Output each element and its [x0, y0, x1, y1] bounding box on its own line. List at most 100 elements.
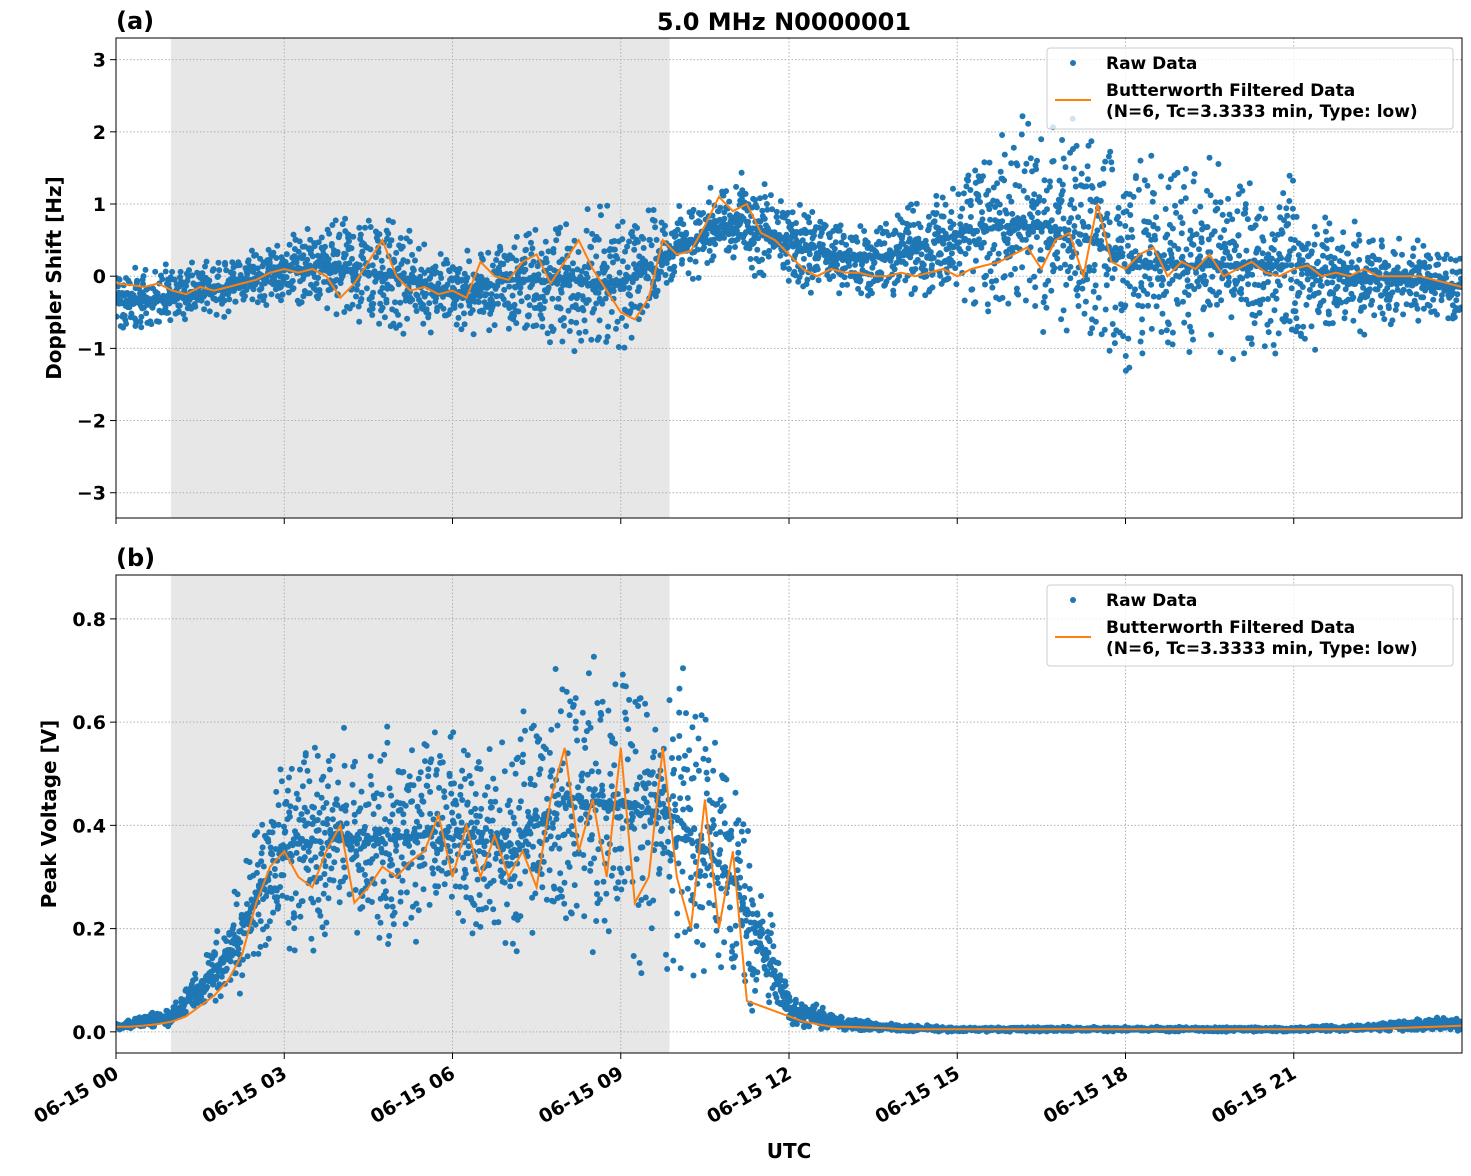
raw-data-point	[1024, 195, 1030, 201]
raw-data-point	[980, 216, 986, 222]
raw-data-point	[513, 320, 519, 326]
raw-data-point	[1196, 283, 1202, 289]
raw-data-point	[334, 847, 340, 853]
raw-data-point	[300, 783, 306, 789]
raw-data-point	[596, 237, 602, 243]
raw-data-point	[1085, 176, 1091, 182]
raw-data-point	[645, 275, 651, 281]
raw-data-point	[352, 759, 358, 765]
raw-data-point	[1061, 216, 1067, 222]
raw-data-point	[264, 923, 270, 929]
raw-data-point	[1389, 317, 1395, 323]
raw-data-point	[278, 297, 284, 303]
raw-data-point	[456, 315, 462, 321]
raw-data-point	[1139, 303, 1145, 309]
raw-data-point	[1166, 184, 1172, 190]
raw-data-point	[1340, 229, 1346, 235]
raw-data-point	[1151, 191, 1157, 197]
raw-data-point	[373, 853, 379, 859]
raw-data-point	[1230, 356, 1236, 362]
raw-data-point	[1123, 353, 1129, 359]
raw-data-point	[316, 827, 322, 833]
raw-data-point	[1056, 205, 1062, 211]
raw-data-point	[312, 854, 318, 860]
raw-data-point	[376, 231, 382, 237]
raw-data-point	[292, 914, 298, 920]
raw-data-point	[1453, 297, 1459, 303]
raw-data-point	[1280, 230, 1286, 236]
raw-data-point	[1329, 280, 1335, 286]
raw-data-point	[1112, 305, 1118, 311]
raw-data-point	[1127, 202, 1133, 208]
raw-data-point	[1396, 236, 1402, 242]
raw-data-point	[1122, 302, 1128, 308]
raw-data-point	[1192, 208, 1198, 214]
raw-data-point	[567, 328, 573, 334]
raw-data-point	[1147, 276, 1153, 282]
raw-data-point	[466, 258, 472, 264]
raw-data-point	[1315, 259, 1321, 265]
raw-data-point	[216, 267, 222, 273]
raw-data-point	[1180, 220, 1186, 226]
raw-data-point	[1188, 252, 1194, 258]
raw-data-point	[1175, 170, 1181, 176]
raw-data-point	[1139, 316, 1145, 322]
y-tick-label: −3	[77, 483, 106, 505]
raw-data-point	[1025, 121, 1031, 127]
raw-data-point	[551, 246, 557, 252]
raw-data-point	[270, 250, 276, 256]
raw-data-point	[274, 894, 280, 900]
raw-data-point	[486, 327, 492, 333]
raw-data-point	[786, 266, 792, 272]
raw-data-point	[1256, 214, 1262, 220]
raw-data-point	[676, 203, 682, 209]
raw-data-point	[159, 276, 165, 282]
raw-data-point	[282, 828, 288, 834]
raw-data-point	[428, 330, 434, 336]
raw-data-point	[940, 195, 946, 201]
raw-data-point	[1458, 305, 1464, 311]
raw-data-point	[555, 231, 561, 237]
raw-data-point	[903, 261, 909, 267]
raw-data-point	[388, 857, 394, 863]
raw-data-point	[341, 725, 347, 731]
raw-data-point	[310, 900, 316, 906]
raw-data-point	[1215, 161, 1221, 167]
raw-data-point	[1319, 283, 1325, 289]
raw-data-point	[1392, 251, 1398, 257]
raw-data-point	[284, 251, 290, 257]
raw-data-point	[930, 284, 936, 290]
raw-data-point	[1020, 113, 1026, 119]
raw-data-point	[1023, 237, 1029, 243]
raw-data-point	[247, 859, 253, 865]
raw-data-point	[1348, 265, 1354, 271]
raw-data-point	[1126, 365, 1132, 371]
raw-data-point	[173, 999, 179, 1005]
raw-data-point	[148, 321, 154, 327]
raw-data-point	[1059, 137, 1065, 143]
raw-data-point	[910, 208, 916, 214]
raw-data-point	[369, 899, 375, 905]
raw-data-point	[163, 261, 169, 267]
raw-data-point	[545, 330, 551, 336]
raw-data-point	[233, 299, 239, 305]
raw-data-point	[997, 210, 1003, 216]
raw-data-point	[1434, 312, 1440, 318]
raw-data-point	[1376, 257, 1382, 263]
raw-data-point	[989, 285, 995, 291]
raw-data-point	[411, 267, 417, 273]
raw-data-point	[975, 194, 981, 200]
raw-data-point	[1276, 330, 1282, 336]
raw-data-point	[1183, 166, 1189, 172]
raw-data-point	[739, 170, 745, 176]
raw-data-point	[169, 269, 175, 275]
raw-data-point	[1094, 227, 1100, 233]
raw-data-point	[745, 219, 751, 225]
raw-data-point	[649, 242, 655, 248]
raw-data-point	[778, 198, 784, 204]
raw-data-point	[1022, 168, 1028, 174]
raw-data-point	[759, 257, 765, 263]
raw-data-point	[918, 224, 924, 230]
raw-data-point	[382, 314, 388, 320]
raw-data-point	[974, 228, 980, 234]
